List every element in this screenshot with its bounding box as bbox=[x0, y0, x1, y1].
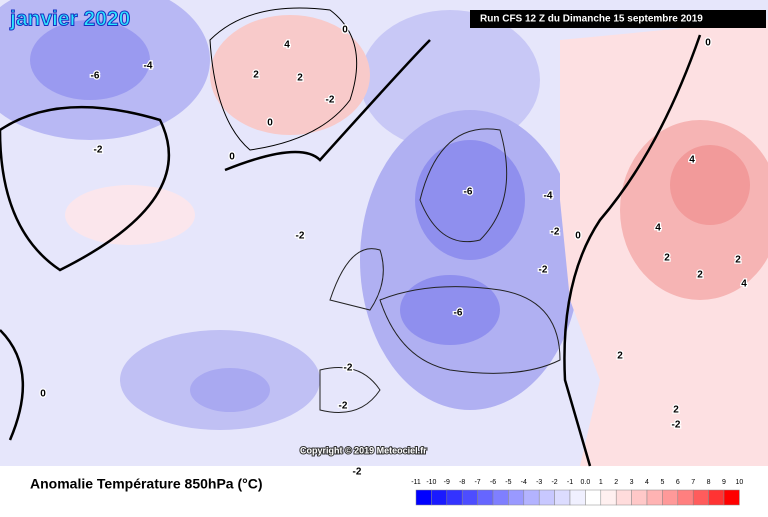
legend-label: -9 bbox=[444, 479, 450, 486]
copyright: Copyright © 2019 Meteociel.fr bbox=[300, 445, 427, 455]
legend-title: Anomalie Température 850hPa (°C) bbox=[30, 476, 263, 492]
run-box bbox=[470, 10, 766, 28]
contour-label: -6 bbox=[464, 187, 473, 198]
anomaly-area bbox=[190, 368, 270, 412]
zero-contour bbox=[0, 329, 25, 441]
legend-label: -8 bbox=[459, 479, 465, 486]
title: janvier 2020 bbox=[9, 8, 130, 31]
contour-label: 0 bbox=[575, 231, 581, 242]
contour-label: 2 bbox=[697, 270, 703, 281]
contour-label: 2 bbox=[253, 70, 259, 81]
legend-label: 0.0 bbox=[581, 479, 591, 486]
contour-label: -6 bbox=[454, 308, 463, 319]
legend-swatch bbox=[477, 489, 494, 506]
legend-swatch bbox=[508, 489, 525, 506]
legend-swatch bbox=[615, 489, 632, 506]
legend: -11 -10 -9 -8 -7 -6 -5 -4 -3 -2 -1 0.0 1 2 3 4 5 6 7 8 9 10 bbox=[411, 479, 744, 506]
contour-label: 0 bbox=[40, 389, 46, 400]
legend-swatch bbox=[600, 489, 617, 506]
legend-label: 8 bbox=[707, 479, 711, 486]
legend-swatch bbox=[461, 489, 478, 506]
anomaly-area bbox=[30, 20, 150, 100]
contour-label: 0 bbox=[229, 152, 235, 163]
legend-label: 5 bbox=[660, 479, 664, 486]
legend-label: -10 bbox=[426, 479, 436, 486]
legend-label: 1 bbox=[599, 479, 603, 486]
legend-swatch bbox=[554, 489, 571, 506]
contour-label: 4 bbox=[741, 279, 747, 290]
run-info: Run CFS 12 Z du Dimanche 15 septembre 20… bbox=[480, 14, 703, 25]
contour-label: 0 bbox=[342, 25, 348, 36]
zero-contour bbox=[224, 39, 431, 172]
contour-label: -2 bbox=[296, 231, 305, 242]
legend-swatch bbox=[646, 489, 663, 506]
anomaly-area bbox=[415, 140, 525, 260]
legend-label: -2 bbox=[551, 479, 557, 486]
contour-label: -6 bbox=[91, 71, 100, 82]
legend-label: -3 bbox=[536, 479, 542, 486]
legend-swatch bbox=[446, 489, 463, 506]
zero-contour bbox=[563, 34, 702, 467]
contour-label: 2 bbox=[673, 405, 679, 416]
contour-label: -2 bbox=[326, 95, 335, 106]
contour-label: 2 bbox=[664, 253, 670, 264]
legend-swatch bbox=[523, 489, 540, 506]
legend-swatch bbox=[723, 489, 740, 506]
legend-label: -6 bbox=[490, 479, 496, 486]
legend-label: 6 bbox=[676, 479, 680, 486]
contour-label: -4 bbox=[144, 61, 153, 72]
legend-swatch bbox=[415, 489, 432, 506]
legend-label: 3 bbox=[630, 479, 634, 486]
legend-label: 4 bbox=[645, 479, 649, 486]
contour-label: 4 bbox=[284, 40, 290, 51]
legend-swatch bbox=[692, 489, 709, 506]
anomaly-area bbox=[210, 15, 370, 135]
contour-labels: -6 -4 -2 0 4 2 2 0 -2 0 -2 -6 -4 -2 0 -2 -6 -2 -2 -2 0 -2 4 4 2 2… bbox=[39, 23, 749, 479]
legend-label: 9 bbox=[722, 479, 726, 486]
legend-swatch bbox=[662, 489, 679, 506]
contour-label: -2 bbox=[551, 227, 560, 238]
anomaly-area bbox=[400, 275, 500, 345]
map bbox=[0, 0, 768, 467]
zero-contour bbox=[0, 105, 171, 272]
legend-label: -11 bbox=[411, 479, 421, 486]
legend-label: -1 bbox=[567, 479, 573, 486]
legend-label: -7 bbox=[474, 479, 480, 486]
contour-label: -2 bbox=[353, 467, 362, 478]
legend-swatch bbox=[492, 489, 509, 506]
contour-label: 2 bbox=[735, 255, 741, 266]
contour-label: 0 bbox=[267, 118, 273, 129]
contour-label: -2 bbox=[539, 265, 548, 276]
contour-label: -2 bbox=[672, 420, 681, 431]
legend-swatch bbox=[569, 489, 586, 506]
legend-label: 10 bbox=[736, 479, 744, 486]
legend-swatch bbox=[677, 489, 694, 506]
legend-label: -4 bbox=[521, 479, 527, 486]
contour-label: -2 bbox=[339, 401, 348, 412]
legend-swatch bbox=[538, 489, 555, 506]
contour-label: 2 bbox=[617, 351, 623, 362]
anomaly-area bbox=[670, 145, 750, 225]
contour-label: -2 bbox=[94, 145, 103, 156]
contour-label: 4 bbox=[689, 155, 695, 166]
contour-label: 4 bbox=[655, 223, 661, 234]
legend-label: 7 bbox=[691, 479, 695, 486]
coastline bbox=[209, 7, 358, 151]
legend-swatch bbox=[631, 489, 648, 506]
legend-label: 2 bbox=[614, 479, 618, 486]
contour-label: 2 bbox=[297, 73, 303, 84]
legend-swatch bbox=[431, 489, 448, 506]
contour-label: -4 bbox=[544, 191, 553, 202]
legend-label: -5 bbox=[505, 479, 511, 486]
legend-swatch bbox=[708, 489, 725, 506]
contour-label: -2 bbox=[344, 363, 353, 374]
contour-label: 0 bbox=[705, 38, 711, 49]
coastline bbox=[319, 128, 561, 413]
legend-swatch bbox=[585, 489, 602, 506]
anomaly-area bbox=[65, 185, 195, 245]
